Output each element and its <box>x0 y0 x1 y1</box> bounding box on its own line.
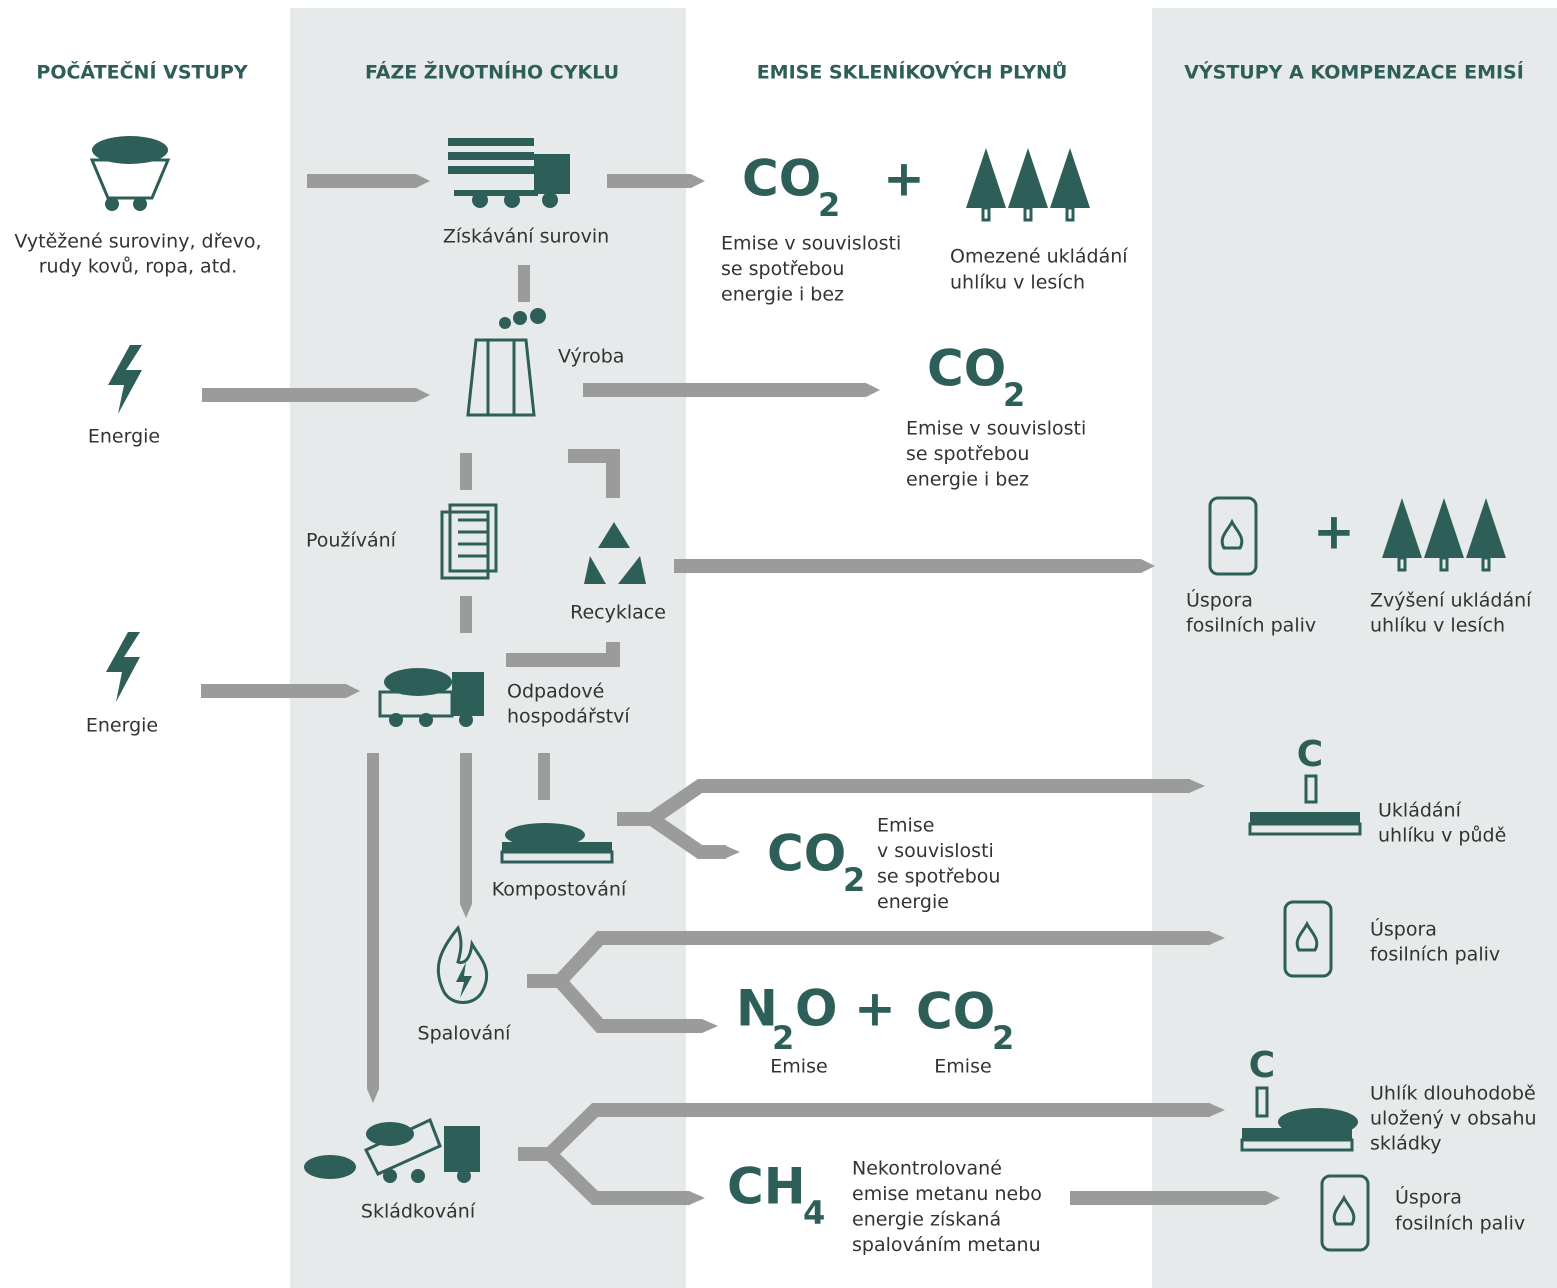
label: Omezené ukládání <box>950 246 1128 268</box>
arrow <box>460 753 472 918</box>
label: uhlíku v půdě <box>1378 825 1506 847</box>
label: 4 <box>803 1194 825 1232</box>
label: uhlíku v lesích <box>950 272 1085 294</box>
arrow <box>583 383 880 397</box>
label: CH <box>727 1158 806 1216</box>
diagram: POČÁTEČNÍ VSTUPY FÁZE ŽIVOTNÍHO CYKLU EMIS… <box>0 0 1557 1288</box>
label: Emise <box>934 1056 991 1078</box>
label: Získávání surovin <box>443 226 609 248</box>
arrow <box>518 265 530 302</box>
arrow <box>460 596 472 633</box>
label: CO <box>767 825 846 883</box>
label: Úspora <box>1370 917 1437 941</box>
label: fosilních paliv <box>1370 944 1500 966</box>
label: Skládkování <box>361 1201 476 1223</box>
label: Ukládání <box>1378 800 1462 822</box>
label: Vytěžené suroviny, dřevo, <box>14 231 261 253</box>
label: rudy kovů, ropa, atd. <box>39 256 238 278</box>
label: v souvislosti <box>877 840 994 862</box>
arrow <box>607 174 705 188</box>
label: CO <box>742 150 821 208</box>
label: energie získaná <box>852 1209 1001 1231</box>
label: Energie <box>88 426 160 448</box>
label: Emise <box>877 815 934 837</box>
label: Odpadové <box>507 681 604 703</box>
arrow <box>201 684 360 698</box>
label: 2 <box>772 1019 794 1057</box>
label: Zvýšení ukládání <box>1370 590 1532 612</box>
label: Recyklace <box>570 602 666 624</box>
label: fosilních paliv <box>1395 1213 1525 1235</box>
label: Emise v souvislosti <box>906 418 1086 440</box>
label: 2 <box>1003 376 1025 414</box>
label: skládky <box>1370 1133 1441 1155</box>
label: 2 <box>992 1019 1014 1057</box>
label: + <box>854 980 896 1038</box>
label: EMISE SKLENÍKOVÝCH PLYNŮ <box>757 60 1068 84</box>
arrow <box>202 388 430 402</box>
label: energie i bez <box>721 284 844 306</box>
arrow <box>538 753 550 800</box>
label: FÁZE ŽIVOTNÍHO CYKLU <box>365 61 619 84</box>
arrow <box>307 174 430 188</box>
label: se spotřebou <box>906 443 1029 465</box>
label: O <box>795 980 838 1038</box>
label: 2 <box>843 861 865 899</box>
label: se spotřebou <box>721 258 844 280</box>
label: uložený v obsahu <box>1370 1108 1537 1130</box>
label: Kompostování <box>492 879 627 901</box>
label: energie <box>877 891 949 913</box>
label: CO <box>916 983 995 1041</box>
label: 2 <box>818 186 840 224</box>
label: Používání <box>306 530 397 552</box>
label: Úspora <box>1186 588 1253 612</box>
label: hospodářství <box>507 706 630 728</box>
arrow <box>460 453 472 490</box>
label: Uhlík dlouhodobě <box>1370 1083 1536 1105</box>
label: uhlíku v lesích <box>1370 615 1505 637</box>
label: C <box>1249 1045 1275 1086</box>
label: + <box>1313 503 1355 561</box>
label: VÝSTUPY A KOMPENZACE EMISÍ <box>1184 60 1524 84</box>
arrow-head <box>689 1191 705 1205</box>
label: Nekontrolované <box>852 1158 1002 1180</box>
label: spalováním metanu <box>852 1234 1041 1256</box>
label: Energie <box>86 715 158 737</box>
label: Úspora <box>1395 1185 1462 1209</box>
label: + <box>883 150 925 208</box>
arrow-head <box>724 845 740 859</box>
label: Emise <box>770 1056 827 1078</box>
label: emise metanu nebo <box>852 1183 1042 1205</box>
label: Emise v souvislosti <box>721 233 901 255</box>
arrow <box>367 753 379 1103</box>
label: CO <box>927 340 1006 398</box>
label: se spotřebou <box>877 866 1000 888</box>
arrow <box>1070 1191 1280 1205</box>
label: energie i bez <box>906 469 1029 491</box>
label: Výroba <box>558 346 624 368</box>
label: Spalování <box>418 1023 512 1045</box>
arrow <box>674 559 1155 573</box>
arrow-head <box>702 1019 718 1033</box>
label: C <box>1297 734 1323 775</box>
label: fosilních paliv <box>1186 615 1316 637</box>
label: POČÁTEČNÍ VSTUPY <box>36 60 247 84</box>
